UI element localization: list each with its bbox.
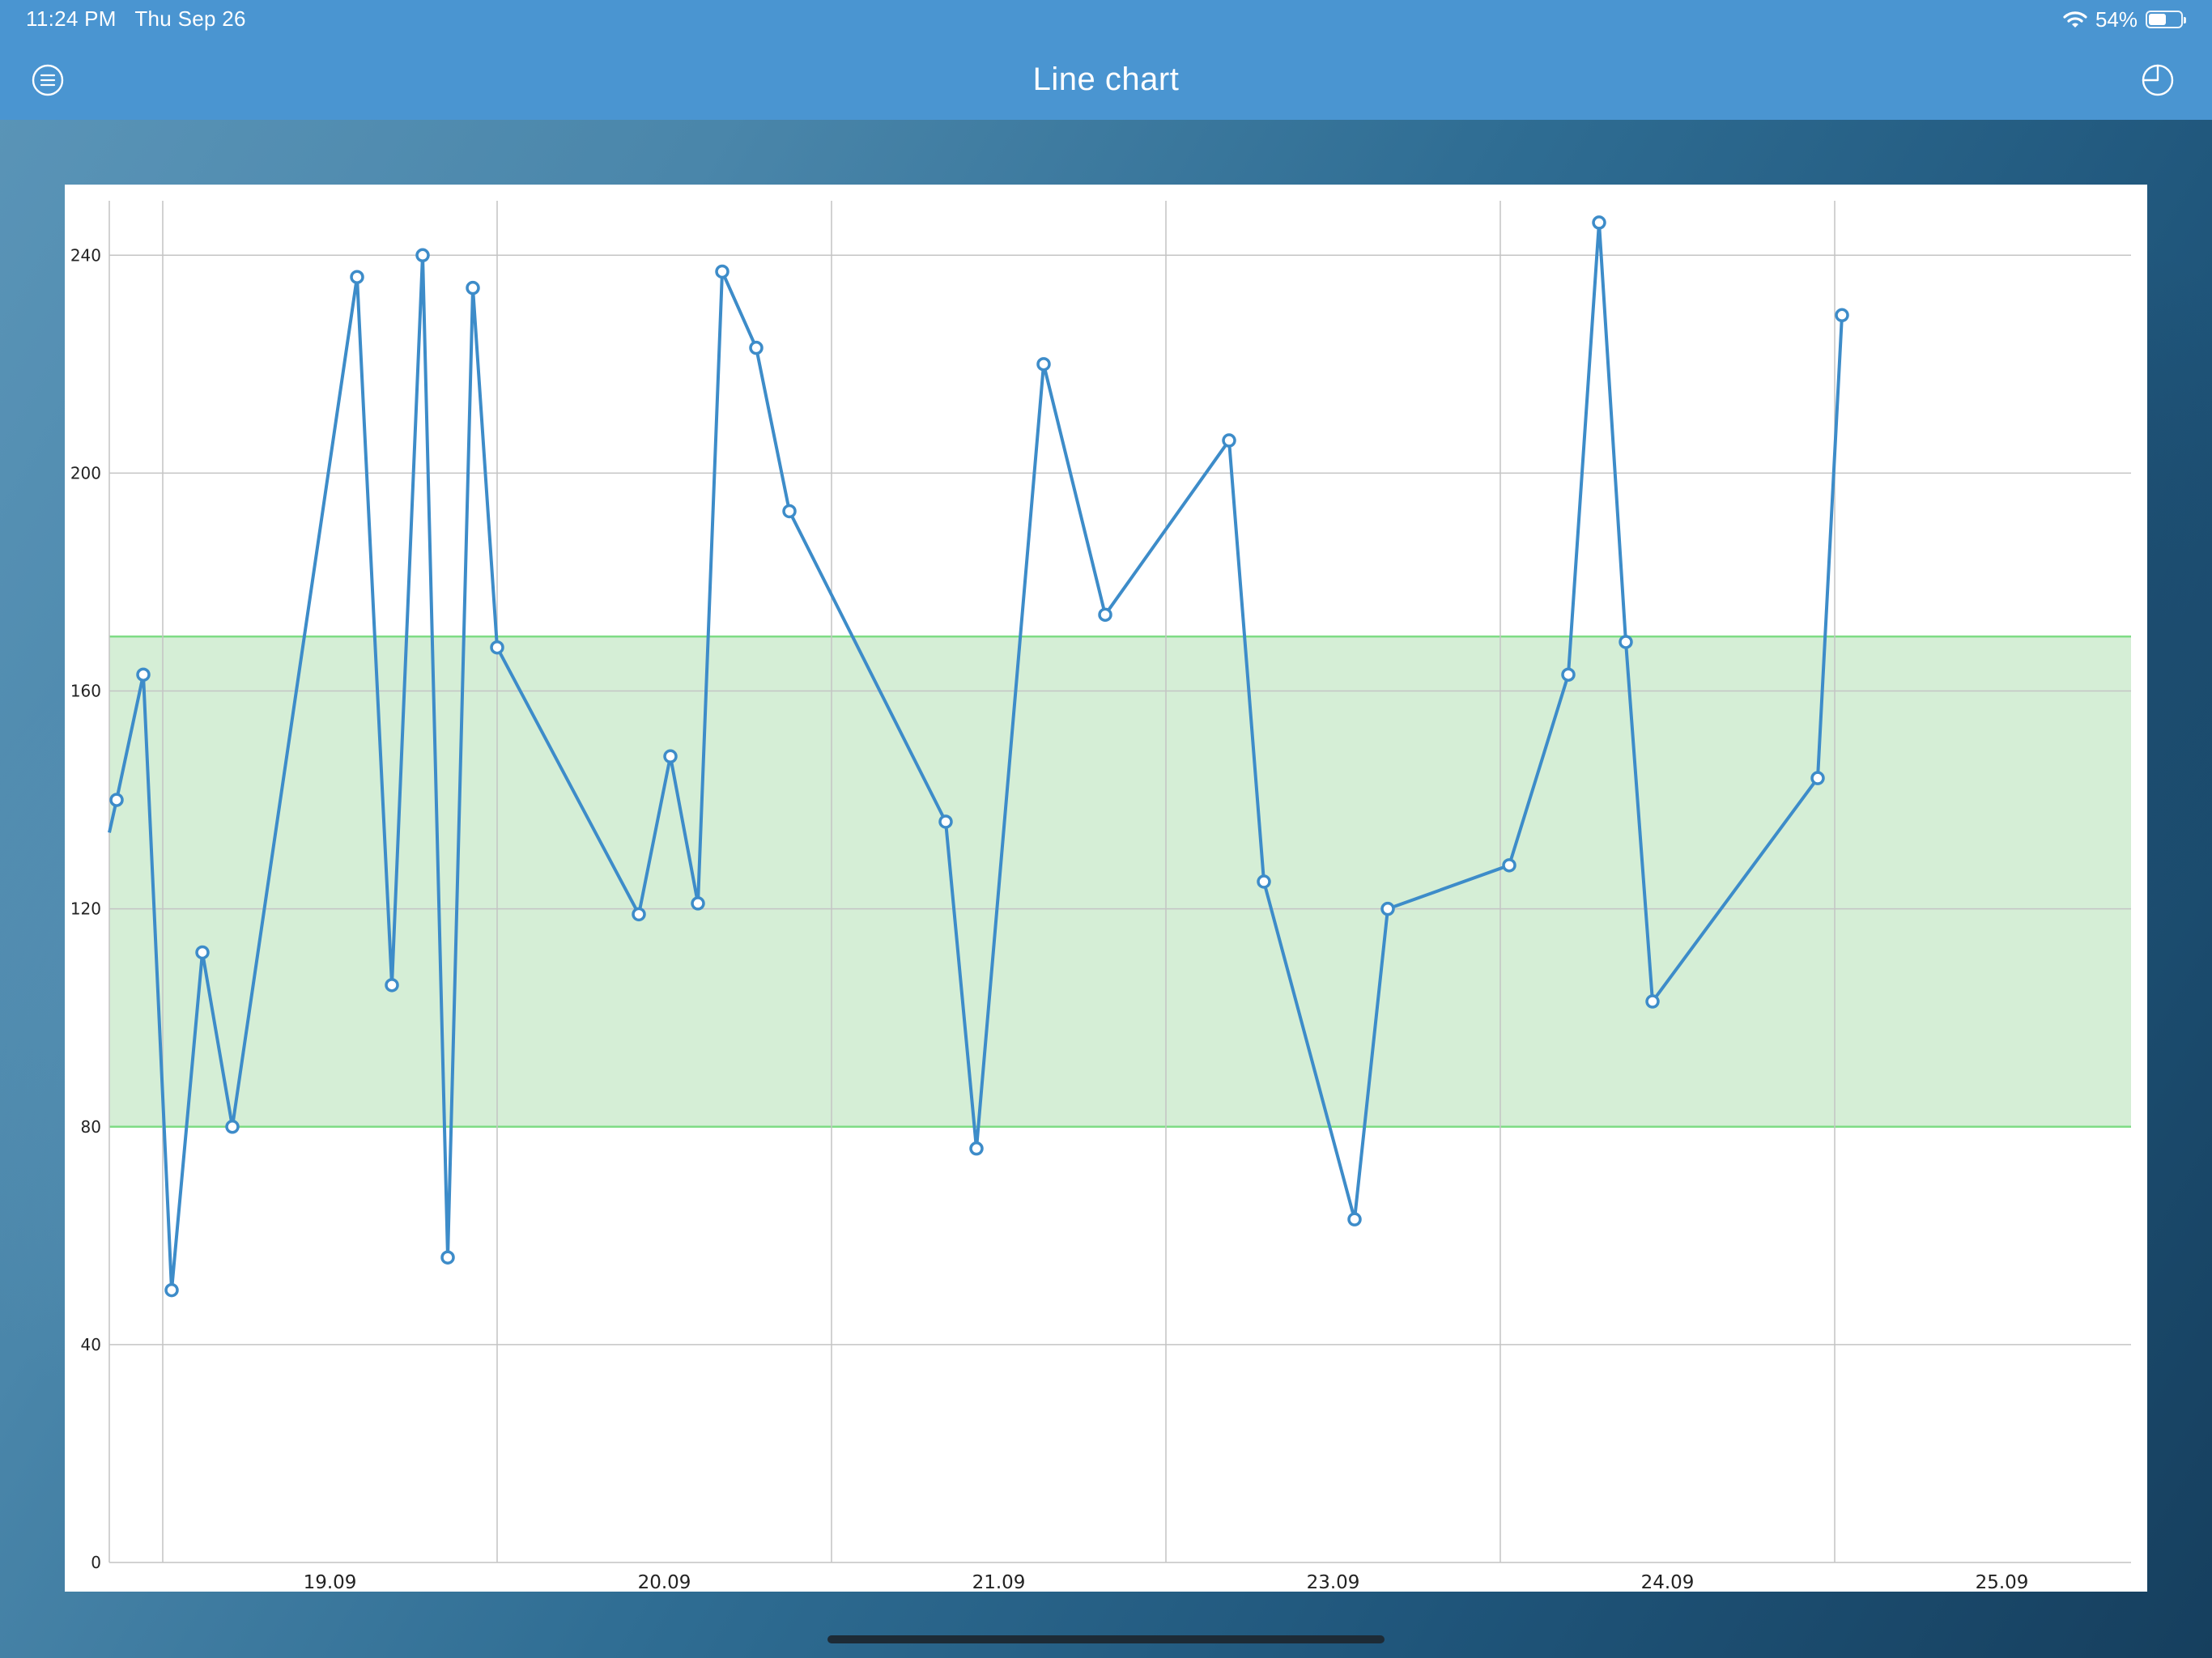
- data-point: [1835, 308, 1849, 323]
- status-right-group: 54%: [2063, 5, 2186, 34]
- battery-icon: [2146, 11, 2186, 28]
- data-point: [749, 340, 764, 355]
- data-point: [1592, 215, 1606, 230]
- data-point: [1222, 433, 1236, 448]
- wifi-icon: [2063, 11, 2087, 28]
- y-tick-label: 160: [70, 682, 101, 701]
- battery-level: [2149, 14, 2166, 25]
- data-point: [195, 945, 210, 960]
- x-tick-label: 23.09: [1307, 1572, 1360, 1592]
- data-point: [1347, 1212, 1362, 1226]
- y-tick-label: 120: [70, 899, 101, 919]
- data-point: [109, 793, 124, 807]
- data-point: [1619, 635, 1633, 649]
- y-tick-label: 0: [91, 1553, 101, 1572]
- data-point: [1380, 901, 1395, 916]
- data-point: [466, 280, 480, 295]
- status-time: 11:24 PM Thu Sep 26: [26, 6, 246, 32]
- data-point: [715, 264, 730, 279]
- data-point: [691, 896, 705, 911]
- data-point: [632, 907, 646, 922]
- data-point: [782, 504, 797, 519]
- data-point: [1098, 607, 1112, 623]
- menu-icon[interactable]: [26, 58, 70, 102]
- y-tick-label: 240: [70, 245, 101, 265]
- y-tick-label: 200: [70, 463, 101, 483]
- line-chart: 0 40 80 120 160 200 240 19.09 20.09 21.09 23.09 24.…: [70, 201, 2131, 1593]
- data-point: [1257, 874, 1271, 889]
- data-point: [136, 667, 151, 682]
- x-tick-label: 24.09: [1641, 1572, 1695, 1592]
- data-point: [938, 814, 953, 829]
- data-point: [969, 1141, 984, 1156]
- navigation-bar: Line chart: [0, 39, 2212, 120]
- data-point: [225, 1120, 240, 1134]
- data-point: [1645, 994, 1660, 1009]
- home-indicator[interactable]: [827, 1635, 1385, 1643]
- data-point: [440, 1250, 455, 1265]
- data-point: [350, 270, 364, 284]
- x-tick-label: 25.09: [1976, 1572, 2029, 1592]
- data-point: [385, 978, 399, 993]
- data-point: [663, 749, 678, 764]
- y-tick-label: 80: [81, 1117, 101, 1137]
- x-tick-label: 21.09: [972, 1572, 1026, 1592]
- data-point: [1502, 858, 1516, 873]
- battery-percent: 54%: [2095, 6, 2138, 32]
- x-tick-label: 20.09: [638, 1572, 691, 1592]
- data-point: [490, 640, 504, 655]
- status-date: Thu Sep 26: [134, 6, 246, 31]
- status-bar: 11:24 PM Thu Sep 26 54%: [0, 0, 2212, 39]
- status-clock: 11:24 PM: [26, 6, 117, 31]
- data-point: [1036, 357, 1051, 372]
- x-tick-label: 19.09: [304, 1572, 357, 1592]
- chart-card: 0 40 80 120 160 200 240 19.09 20.09 21.09 23.09 24.…: [65, 185, 2147, 1593]
- data-point: [164, 1282, 179, 1298]
- page-title: Line chart: [1032, 62, 1180, 97]
- data-point: [1561, 667, 1576, 682]
- y-tick-label: 40: [81, 1335, 101, 1354]
- pie-chart-icon[interactable]: [2136, 58, 2180, 102]
- data-point: [415, 248, 430, 263]
- target-band: [109, 636, 2131, 1127]
- data-point: [1810, 771, 1825, 785]
